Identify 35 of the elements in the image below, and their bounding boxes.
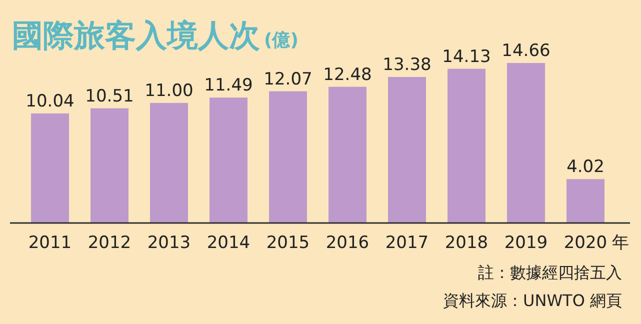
bar <box>328 86 366 223</box>
data-label: 13.38 <box>382 54 432 75</box>
data-label: 11.49 <box>204 76 253 96</box>
bar <box>388 76 426 223</box>
data-label: 12.07 <box>264 69 312 90</box>
data-label: 14.66 <box>502 41 550 61</box>
data-label: 4.02 <box>566 157 604 178</box>
chart-subtitle: (億) <box>264 30 298 51</box>
x-tick-label: 2013 <box>147 233 191 253</box>
data-label: 10.51 <box>85 86 134 106</box>
text: 註：數據經四捨五入 <box>478 263 622 282</box>
x-tick-label: 2019 <box>504 233 548 253</box>
bar <box>269 91 307 223</box>
chart-title: 國際旅客入境人次 <box>12 18 260 54</box>
bar <box>31 113 69 223</box>
x-tick-label: 2014 <box>206 233 250 253</box>
bar <box>566 179 604 223</box>
x-tick-label: 2018 <box>444 233 488 253</box>
data-label: 11.00 <box>144 80 194 101</box>
data-label: 10.04 <box>26 91 74 112</box>
x-axis-title: 年 <box>612 233 629 253</box>
x-tick-label: 2012 <box>88 233 132 253</box>
x-tick-label: 2015 <box>266 233 310 253</box>
x-tick-label: 2020 <box>564 233 608 253</box>
x-tick-label: 2016 <box>326 233 370 253</box>
data-label: 14.13 <box>442 46 491 67</box>
x-tick-label: 2011 <box>28 233 72 253</box>
source-note: 資料來源：UNWTO 網頁 <box>443 291 622 310</box>
bar <box>210 98 248 223</box>
x-tick-label: 2017 <box>385 233 429 253</box>
bar <box>448 68 486 223</box>
bar <box>507 63 545 223</box>
bar <box>90 108 128 223</box>
bar <box>150 102 188 223</box>
data-label: 12.48 <box>323 64 372 85</box>
